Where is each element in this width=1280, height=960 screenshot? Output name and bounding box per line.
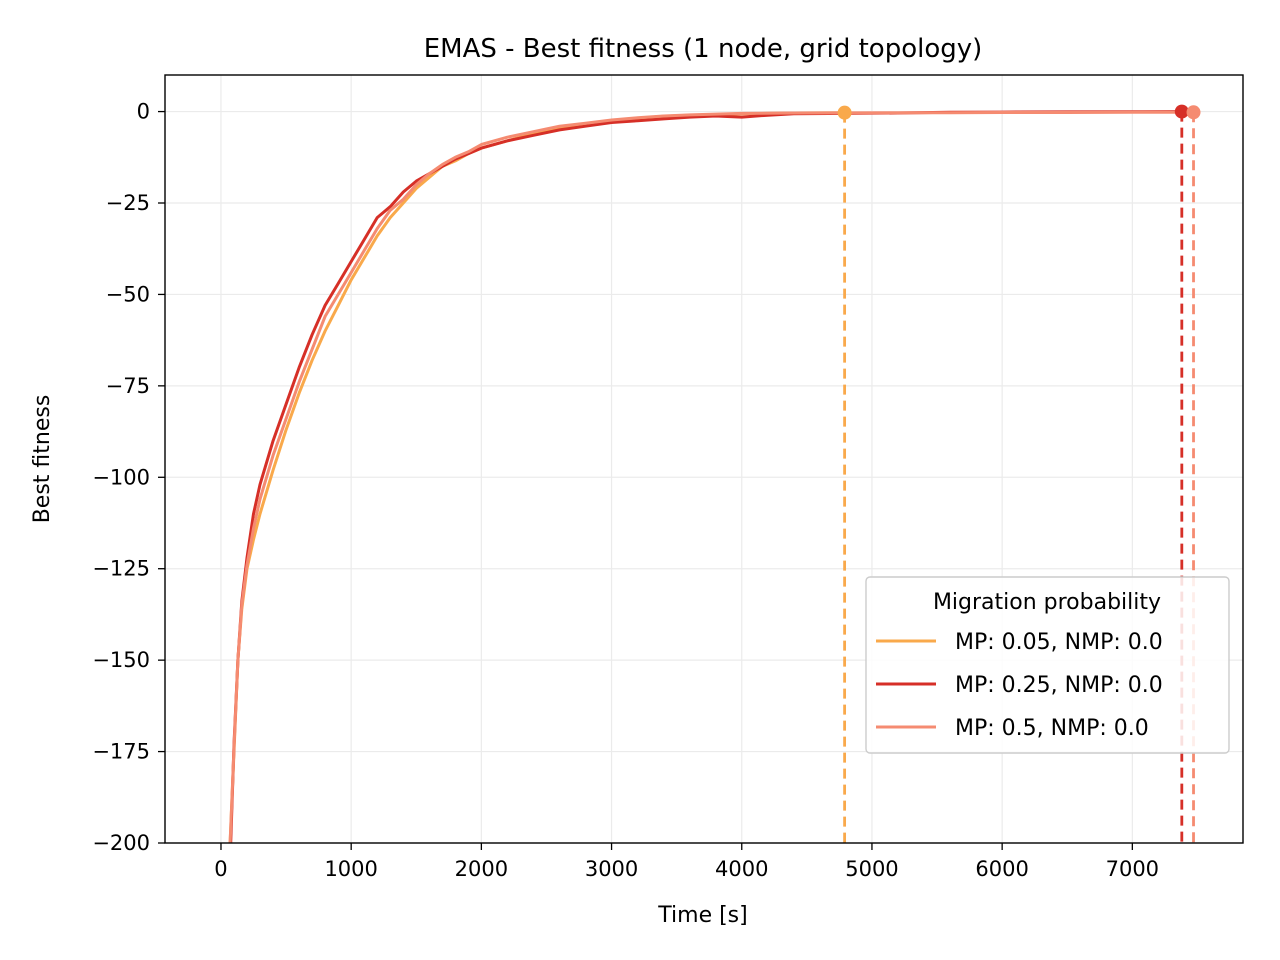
legend-entries: MP: 0.05, NMP: 0.0 MP: 0.25, NMP: 0.0 MP: …: [876, 630, 1163, 741]
x-axis-ticks: 0 1000 2000 3000 4000 5000 6000 7000: [214, 843, 1159, 881]
y-tick-label: −175: [92, 740, 150, 764]
end-dot-1: [837, 105, 852, 120]
y-axis-ticks: 0 −25 −50 −75 −100 −125 −150 −175 −200: [92, 100, 165, 855]
y-tick-label: −25: [106, 191, 150, 215]
legend-label: MP: 0.05, NMP: 0.0: [955, 630, 1163, 655]
y-tick-label: −150: [92, 648, 150, 672]
x-axis-label: Time [s]: [657, 903, 747, 928]
end-dots: [837, 104, 1201, 120]
x-tick-label: 6000: [975, 857, 1028, 881]
x-tick-label: 1000: [324, 857, 377, 881]
x-tick-label: 5000: [845, 857, 898, 881]
y-tick-label: −125: [92, 557, 150, 581]
x-tick-label: 2000: [455, 857, 508, 881]
legend: Migration probability MP: 0.05, NMP: 0.0…: [865, 576, 1230, 754]
legend-title: Migration probability: [933, 590, 1161, 615]
y-tick-label: −200: [92, 831, 150, 855]
x-tick-label: 3000: [585, 857, 638, 881]
legend-box: [865, 576, 1230, 754]
x-tick-label: 7000: [1106, 857, 1159, 881]
y-tick-label: −100: [92, 465, 150, 489]
chart-title: EMAS - Best fitness (1 node, grid topolo…: [424, 34, 983, 64]
series-line-3: [228, 110, 1194, 844]
legend-label: MP: 0.5, NMP: 0.0: [955, 716, 1149, 741]
end-dot-3: [1186, 105, 1201, 120]
legend-label: MP: 0.25, NMP: 0.0: [955, 673, 1163, 698]
y-tick-label: −75: [106, 374, 150, 398]
end-dot-2: [1174, 104, 1189, 119]
y-tick-label: 0: [137, 100, 150, 124]
y-tick-label: −50: [106, 282, 150, 306]
x-tick-label: 4000: [715, 857, 768, 881]
x-tick-label: 0: [214, 857, 227, 881]
y-axis-label: Best fitness: [30, 395, 55, 524]
series-lines: [228, 110, 1194, 844]
plot-frame: [164, 74, 1244, 844]
